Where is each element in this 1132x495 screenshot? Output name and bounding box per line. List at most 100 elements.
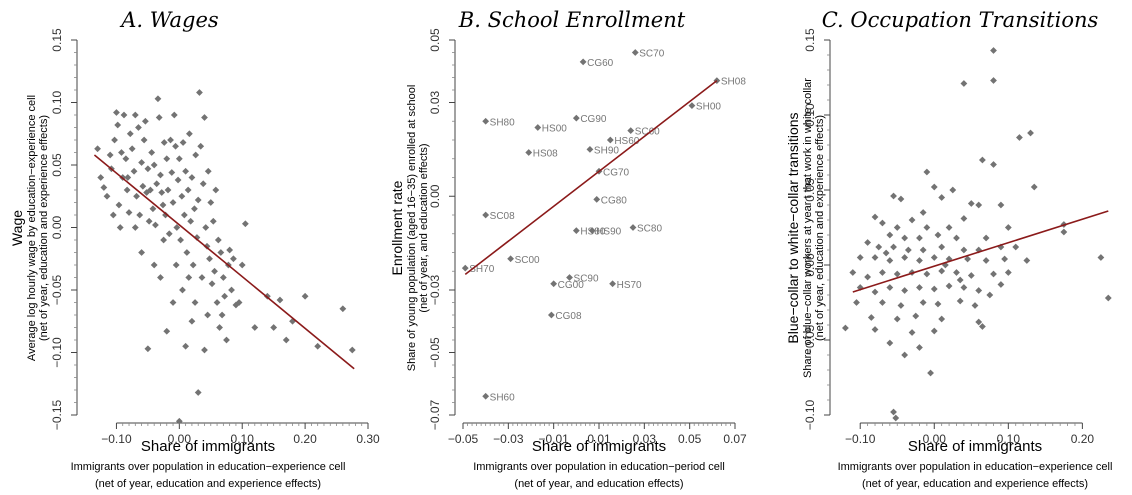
data-point — [1023, 257, 1031, 264]
data-point — [152, 221, 159, 229]
x-tick-label: 0.00 — [168, 432, 192, 446]
y-tick-label: −0.07 — [428, 399, 442, 430]
data-point — [919, 246, 927, 254]
data-point — [204, 311, 212, 319]
data-point — [886, 257, 894, 264]
data-point — [158, 189, 166, 196]
data-point — [982, 234, 990, 242]
data-point — [1016, 134, 1023, 141]
data-point — [191, 205, 198, 213]
data-point — [130, 167, 138, 175]
data-point — [197, 142, 205, 150]
data-point — [232, 301, 240, 309]
data-point — [990, 161, 997, 168]
point-label: SC60 — [635, 127, 660, 138]
data-point — [979, 156, 986, 164]
data-point — [124, 174, 132, 181]
data-point — [141, 117, 149, 125]
data-point — [140, 136, 148, 144]
point-label: SH08 — [721, 77, 746, 88]
data-point — [131, 111, 139, 119]
point-label: CG70 — [603, 167, 630, 178]
data-point — [953, 269, 960, 276]
x-tick-label: 0.07 — [723, 432, 747, 446]
y-tick-label: −0.15 — [50, 399, 64, 430]
data-point — [143, 189, 151, 196]
data-point — [990, 47, 997, 54]
x-tick-label: −0.10 — [845, 432, 876, 446]
data-point — [879, 219, 886, 227]
x-tick-label: −0.05 — [448, 432, 479, 446]
data-point — [103, 192, 111, 200]
y-axis-sublabel-2: (net of year, and education effects) — [418, 143, 430, 312]
x-axis-sublabel-2: (net of year, and education effects) — [514, 478, 683, 490]
data-point — [507, 255, 514, 263]
data-point — [566, 274, 573, 281]
x-axis-sublabel: Immigrants over population in education−… — [473, 461, 725, 473]
data-point — [179, 286, 186, 294]
y-tick-label: −0.05 — [50, 274, 64, 305]
data-point — [241, 220, 249, 228]
data-point — [282, 336, 290, 344]
data-point — [138, 159, 145, 166]
data-point — [945, 224, 953, 231]
point-label: SC90 — [574, 274, 599, 285]
point-label: CG00 — [558, 280, 585, 291]
data-point — [147, 186, 154, 194]
y-axis-sublabel-2: (net of year, education and experience e… — [38, 115, 50, 341]
point-label: CG90 — [580, 114, 607, 125]
data-point — [198, 274, 206, 281]
data-point — [122, 155, 130, 163]
y-axis-sublabel-2: (net of year, education and experience e… — [814, 115, 826, 341]
data-point — [997, 201, 1005, 209]
y-tick-label: 0.15 — [803, 28, 817, 52]
panel-occupation-transitions: C. Occupation Transitions Blue−collar to… — [785, 8, 1112, 490]
data-point — [871, 326, 879, 333]
data-point — [339, 305, 347, 313]
data-point — [219, 274, 227, 281]
data-point — [879, 269, 886, 276]
data-point — [139, 182, 147, 190]
data-point — [184, 186, 192, 194]
data-point — [194, 389, 202, 396]
data-point — [185, 274, 193, 281]
data-point — [191, 299, 199, 306]
data-point — [627, 127, 635, 135]
data-point — [149, 205, 157, 213]
point-label: CG08 — [555, 311, 582, 322]
y-tick-label: −0.10 — [50, 337, 64, 368]
data-point — [1097, 254, 1105, 261]
data-point — [185, 130, 193, 138]
data-point — [849, 269, 857, 276]
data-point — [892, 414, 900, 422]
data-point — [211, 267, 218, 275]
data-point — [172, 142, 179, 150]
x-tick-label: 0.01 — [587, 432, 611, 446]
y-tick-label: 0.10 — [50, 90, 64, 114]
data-point — [163, 155, 171, 163]
data-point — [864, 239, 872, 246]
data-point — [901, 287, 909, 294]
data-point — [945, 282, 953, 290]
y-tick-label: 0.05 — [428, 28, 442, 52]
y-axis-label: Wage — [9, 210, 25, 246]
data-point — [115, 201, 123, 209]
data-point — [606, 136, 614, 144]
data-point — [175, 155, 183, 163]
data-point — [194, 196, 202, 204]
data-point — [163, 327, 171, 335]
data-point — [923, 270, 931, 278]
data-point — [192, 151, 200, 159]
data-point — [1012, 243, 1020, 251]
data-point — [206, 255, 213, 263]
chart-title: C. Occupation Transitions — [822, 8, 1099, 32]
data-point — [120, 111, 128, 119]
x-axis-label: Share of immigrants — [532, 438, 666, 455]
point-label: SH70 — [469, 264, 494, 275]
data-point — [934, 300, 942, 308]
point-label: HS60 — [614, 136, 639, 147]
data-point — [165, 230, 173, 238]
x-axis-sublabel: Immigrants over population in education−… — [71, 461, 346, 473]
data-point — [990, 270, 997, 278]
x-tick-label: 0.05 — [678, 432, 702, 446]
